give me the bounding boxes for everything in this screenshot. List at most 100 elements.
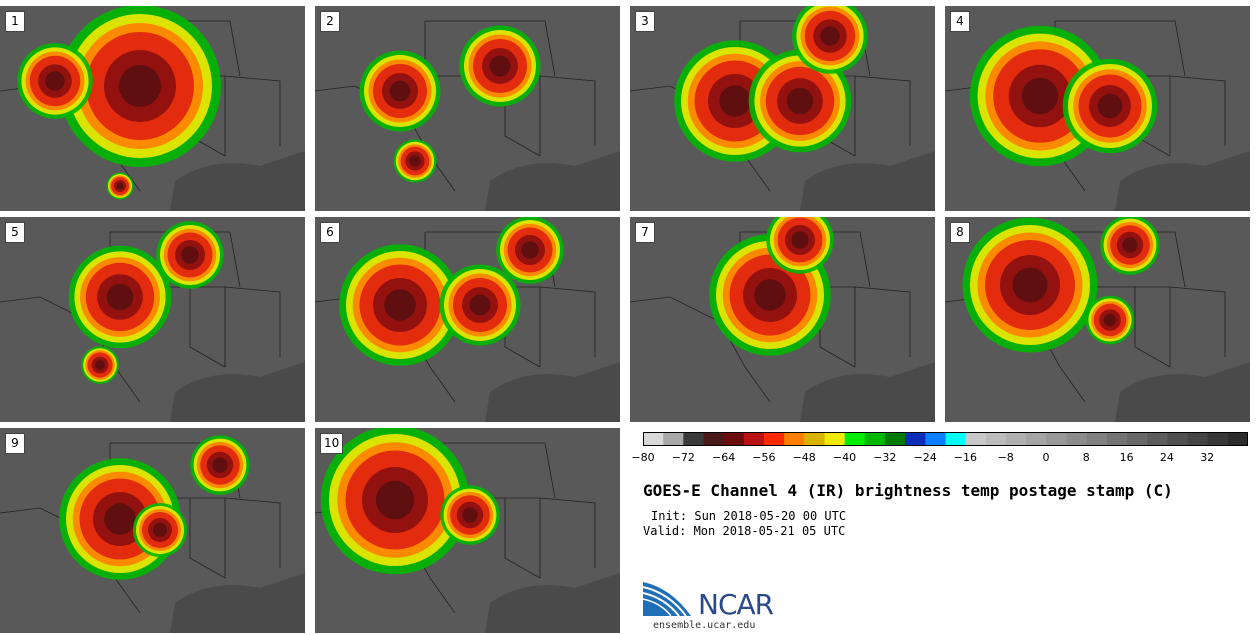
- convective-cloud: [81, 346, 119, 384]
- colorbar-swatch: [905, 432, 926, 446]
- convective-cloud: [156, 221, 224, 289]
- colorbar: [643, 432, 1248, 446]
- gulf-of-mexico: [485, 362, 620, 422]
- colorbar-swatch: [1006, 432, 1027, 446]
- gulf-of-mexico: [170, 573, 305, 633]
- ensemble-member-panel: 9: [0, 428, 305, 633]
- colorbar-swatch: [1207, 432, 1229, 446]
- colorbar-swatch: [1026, 432, 1047, 446]
- colorbar-swatch: [804, 432, 825, 446]
- convective-cloud: [17, 43, 93, 119]
- convective-cloud: [792, 6, 868, 74]
- convective-cloud: [459, 25, 541, 107]
- member-number-label: 9: [5, 433, 25, 454]
- satellite-map: [0, 435, 305, 633]
- convective-cloud: [133, 503, 187, 557]
- satellite-map: [630, 6, 935, 211]
- ensemble-member-panel: 6: [315, 217, 620, 422]
- convective-cloud: [1062, 58, 1158, 154]
- convective-cloud: [962, 217, 1098, 353]
- colorbar-swatch: [663, 432, 684, 446]
- convective-cloud: [1100, 217, 1160, 275]
- ensemble-member-panel: 8: [945, 217, 1250, 422]
- colorbar-swatch: [1187, 432, 1209, 446]
- convective-cloud: [59, 6, 221, 167]
- convective-cloud: [440, 485, 500, 545]
- convective-cloud: [339, 244, 461, 366]
- convective-cloud: [496, 217, 564, 284]
- colorbar-tick-label: 0: [1042, 451, 1050, 464]
- site-url: ensemble.ucar.edu: [653, 620, 756, 631]
- gulf-of-mexico: [800, 151, 935, 211]
- colorbar-swatch: [643, 432, 664, 446]
- gulf-of-mexico: [485, 573, 620, 633]
- colorbar-swatch: [723, 432, 745, 446]
- colorbar-swatch: [743, 432, 765, 446]
- convective-cloud: [106, 172, 134, 200]
- satellite-map: [315, 217, 620, 422]
- colorbar-tick-label: −48: [792, 451, 816, 464]
- gulf-of-mexico: [800, 362, 935, 422]
- colorbar-tick-label: −56: [752, 451, 776, 464]
- colorbar-tick-label: −24: [913, 451, 937, 464]
- member-number-label: 8: [950, 222, 970, 243]
- satellite-map: [315, 428, 620, 633]
- gulf-of-mexico: [1115, 151, 1250, 211]
- gulf-of-mexico: [170, 151, 305, 211]
- ensemble-member-panel: 3: [630, 6, 935, 211]
- convective-cloud: [748, 49, 852, 153]
- ensemble-member-panel: 1: [0, 6, 305, 211]
- colorbar-swatch: [1086, 432, 1108, 446]
- convective-cloud: [393, 139, 437, 183]
- colorbar-tick-label: 8: [1082, 451, 1090, 464]
- colorbar-tick-label: 24: [1159, 451, 1174, 464]
- colorbar-swatch: [945, 432, 967, 446]
- gulf-of-mexico: [170, 362, 305, 422]
- member-number-label: 7: [635, 222, 655, 243]
- colorbar-swatch: [1227, 432, 1248, 446]
- colorbar-tick-label: −40: [832, 451, 857, 464]
- figure-title: GOES-E Channel 4 (IR) brightness temp po…: [643, 481, 1173, 500]
- satellite-map: [0, 221, 305, 422]
- colorbar-swatch: [985, 432, 1007, 446]
- ensemble-member-panel: 5: [0, 217, 305, 422]
- colorbar-tick-label: 32: [1200, 451, 1215, 464]
- colorbar-swatch: [764, 432, 785, 446]
- convective-cloud: [68, 245, 172, 349]
- colorbar-swatch: [965, 432, 987, 446]
- member-number-label: 2: [320, 11, 340, 32]
- satellite-map: [945, 20, 1250, 211]
- colorbar-swatch: [1127, 432, 1148, 446]
- convective-cloud: [1085, 295, 1135, 345]
- member-number-label: 6: [320, 222, 340, 243]
- init-time: Init: Sun 2018-05-20 00 UTC: [651, 509, 847, 523]
- member-number-label: 4: [950, 11, 970, 32]
- convective-cloud: [359, 50, 441, 132]
- ncar-logo-text: NCAR: [698, 588, 774, 621]
- colorbar-tick-label: −64: [711, 451, 736, 464]
- colorbar-swatch: [824, 432, 846, 446]
- member-number-label: 1: [5, 11, 25, 32]
- ensemble-member-panel: 4: [945, 6, 1250, 211]
- colorbar-swatch: [885, 432, 906, 446]
- colorbar-swatch: [1147, 432, 1168, 446]
- colorbar-tick-label: 16: [1119, 451, 1134, 464]
- colorbar-tick-label: −80: [631, 451, 655, 464]
- gulf-of-mexico: [1115, 362, 1250, 422]
- gulf-of-mexico: [485, 151, 620, 211]
- colorbar-swatch: [1066, 432, 1088, 446]
- colorbar-swatch: [1167, 432, 1188, 446]
- colorbar-tick-label: −16: [953, 451, 977, 464]
- member-number-label: 10: [320, 433, 344, 454]
- member-number-label: 5: [5, 222, 25, 243]
- ncar-logo-icon: [643, 582, 691, 617]
- ensemble-member-panel: 10: [315, 428, 620, 633]
- satellite-map: [945, 217, 1250, 422]
- ensemble-member-panel: 7: [630, 217, 935, 422]
- colorbar-swatch: [844, 432, 866, 446]
- satellite-map: [315, 20, 620, 211]
- colorbar-tick-label: −72: [671, 451, 695, 464]
- satellite-map: [0, 6, 305, 211]
- colorbar-swatch: [683, 432, 704, 446]
- colorbar-tick-label: −8: [997, 451, 1014, 464]
